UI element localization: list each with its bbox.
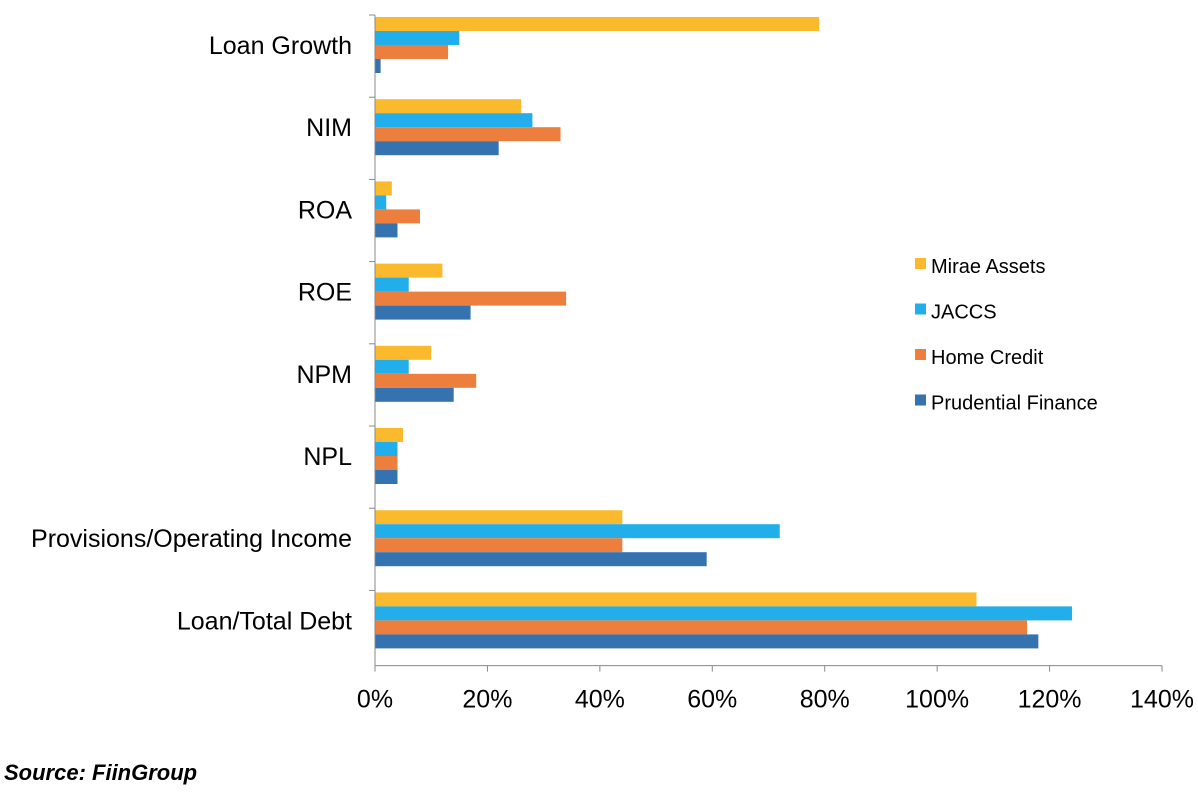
category-label: NPM [296, 361, 352, 389]
bar-6-4 [375, 470, 398, 484]
bar-3-3 [375, 209, 420, 224]
bar-1-1 [375, 17, 820, 31]
bar-5-3 [375, 373, 477, 388]
bar-3-1 [375, 181, 392, 196]
bar-3-4 [375, 223, 398, 238]
category-label: Loan Growth [209, 32, 352, 60]
bar-4-3 [375, 291, 567, 306]
x-tick-label: 40% [575, 686, 625, 714]
bar-1-3 [375, 45, 449, 59]
bar-1-2 [375, 31, 460, 45]
x-tick-labels: 0% 20% 40% 60% 80% 100% 120% 140% [357, 686, 1194, 714]
source-label: Source: FiinGroup [4, 760, 198, 785]
bar-4-1 [375, 263, 443, 278]
category-label: ROE [298, 279, 352, 307]
category-label: Loan/Total Debt [177, 607, 352, 635]
legend-swatch [915, 258, 926, 269]
bar-chart: Loan Growth NIM ROA ROE NPM NPL Provisions/Ope… [31, 14, 1194, 714]
bar-8-2 [375, 606, 1073, 621]
legend-label: Prudential Finance [931, 393, 1098, 415]
x-tick-label: 20% [462, 686, 512, 714]
x-tick-label: 60% [687, 686, 737, 714]
bar-6-1 [375, 428, 404, 442]
bar-8-4 [375, 634, 1039, 649]
legend-label: Home Credit [931, 347, 1044, 369]
bar-5-1 [375, 345, 432, 360]
bar-8-3 [375, 620, 1028, 635]
x-tick-label: 120% [1018, 686, 1082, 714]
bar-5-4 [375, 387, 454, 402]
x-tick-label: 80% [800, 686, 850, 714]
category-label: Provisions/Operating Income [31, 525, 352, 553]
legend-swatch [915, 349, 926, 360]
category-label: ROA [298, 196, 353, 224]
bars-group [375, 17, 1073, 649]
x-tick-label: 140% [1130, 686, 1194, 714]
bar-7-3 [375, 538, 623, 553]
bar-7-2 [375, 524, 780, 539]
bar-3-2 [375, 195, 387, 210]
bar-6-3 [375, 456, 398, 470]
category-label: NPL [303, 443, 352, 471]
legend-label: JACCS [931, 302, 997, 324]
bar-2-2 [375, 113, 533, 128]
legend-swatch [915, 394, 926, 406]
x-tick-label: 0% [357, 686, 393, 714]
bar-2-3 [375, 127, 561, 142]
bar-6-2 [375, 442, 398, 456]
bar-4-4 [375, 305, 471, 320]
category-label: NIM [306, 114, 352, 142]
bar-8-1 [375, 592, 977, 607]
axes-group [369, 14, 1163, 672]
category-labels: Loan Growth NIM ROA ROE NPM NPL Provisions/Ope… [31, 32, 352, 635]
bar-1-4 [375, 59, 381, 73]
bar-5-2 [375, 359, 409, 374]
legend-label: Mirae Assets [931, 256, 1045, 278]
bar-7-4 [375, 552, 707, 567]
x-tick-label: 100% [905, 686, 969, 714]
bar-2-4 [375, 141, 499, 156]
bar-7-1 [375, 510, 623, 525]
bar-2-1 [375, 99, 522, 114]
legend-swatch [915, 303, 926, 315]
bar-4-2 [375, 277, 409, 292]
legend: Mirae Assets JACCS Home Credit Prudential F… [915, 256, 1098, 415]
